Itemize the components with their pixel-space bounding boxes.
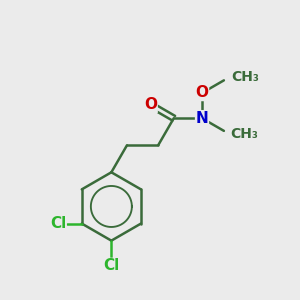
Text: O: O [144,98,157,112]
Text: CH₃: CH₃ [230,127,258,141]
Text: Cl: Cl [103,258,119,273]
Text: CH₃: CH₃ [231,70,259,84]
Text: N: N [196,111,208,126]
Text: Cl: Cl [50,216,66,231]
Text: O: O [196,85,208,100]
